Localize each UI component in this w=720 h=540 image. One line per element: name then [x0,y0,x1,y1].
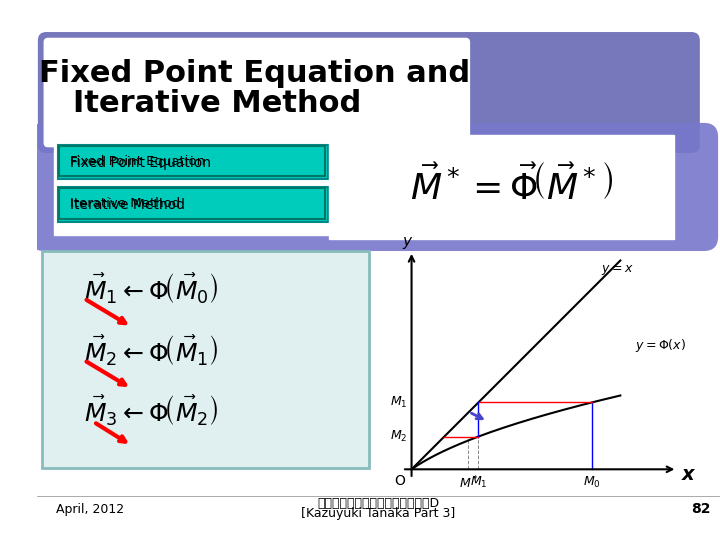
FancyBboxPatch shape [58,145,328,179]
FancyBboxPatch shape [30,123,718,251]
FancyBboxPatch shape [39,33,699,152]
Text: Iterative Method: Iterative Method [73,90,361,118]
Text: O: O [395,474,405,488]
Text: $\boldsymbol{x}$: $\boldsymbol{x}$ [680,464,697,483]
Text: y: y [402,234,411,249]
Text: 82: 82 [691,502,711,516]
FancyBboxPatch shape [60,188,325,219]
FancyBboxPatch shape [58,187,328,221]
Text: $M_2$: $M_2$ [390,429,407,444]
Text: Iterative Method: Iterative Method [70,197,180,210]
Text: $M_0$: $M_0$ [583,475,600,490]
Text: $y = x$: $y = x$ [601,263,634,277]
Text: $\vec{M}_1 \leftarrow \Phi\!\left(\vec{M}_0\right)$: $\vec{M}_1 \leftarrow \Phi\!\left(\vec{M… [84,272,219,306]
Text: Fixed Point Equation and: Fixed Point Equation and [40,59,470,88]
Text: Iterative Method: Iterative Method [70,198,185,212]
Text: April, 2012: April, 2012 [55,503,124,516]
Text: 電気・通信・電子・情報工学実験D: 電気・通信・電子・情報工学実験D [318,497,439,510]
Text: [Kazuyuki Tanaka Part 3]: [Kazuyuki Tanaka Part 3] [301,508,456,521]
FancyBboxPatch shape [329,135,675,239]
FancyBboxPatch shape [60,146,325,176]
Bar [37,251,720,493]
Text: $M_1$: $M_1$ [469,475,487,490]
Text: $M^*$: $M^*$ [459,474,478,491]
Text: $\vec{M}_2 \leftarrow \Phi\!\left(\vec{M}_1\right)$: $\vec{M}_2 \leftarrow \Phi\!\left(\vec{M… [84,334,219,368]
FancyBboxPatch shape [42,251,369,468]
Text: $y = \Phi(x)$: $y = \Phi(x)$ [634,338,685,354]
Text: $\vec{M}_3 \leftarrow \Phi\!\left(\vec{M}_2\right)$: $\vec{M}_3 \leftarrow \Phi\!\left(\vec{M… [84,393,219,428]
Text: $\vec{M}^* = \vec{\Phi}\!\left(\vec{M}^*\right)$: $\vec{M}^* = \vec{\Phi}\!\left(\vec{M}^*… [410,166,613,207]
Text: Fixed Point Equation: Fixed Point Equation [70,156,211,170]
Text: Fixed Point Equation: Fixed Point Equation [70,156,205,168]
FancyBboxPatch shape [54,138,418,235]
FancyBboxPatch shape [44,38,469,147]
Text: $M_1$: $M_1$ [390,395,407,410]
Bar [37,251,720,493]
